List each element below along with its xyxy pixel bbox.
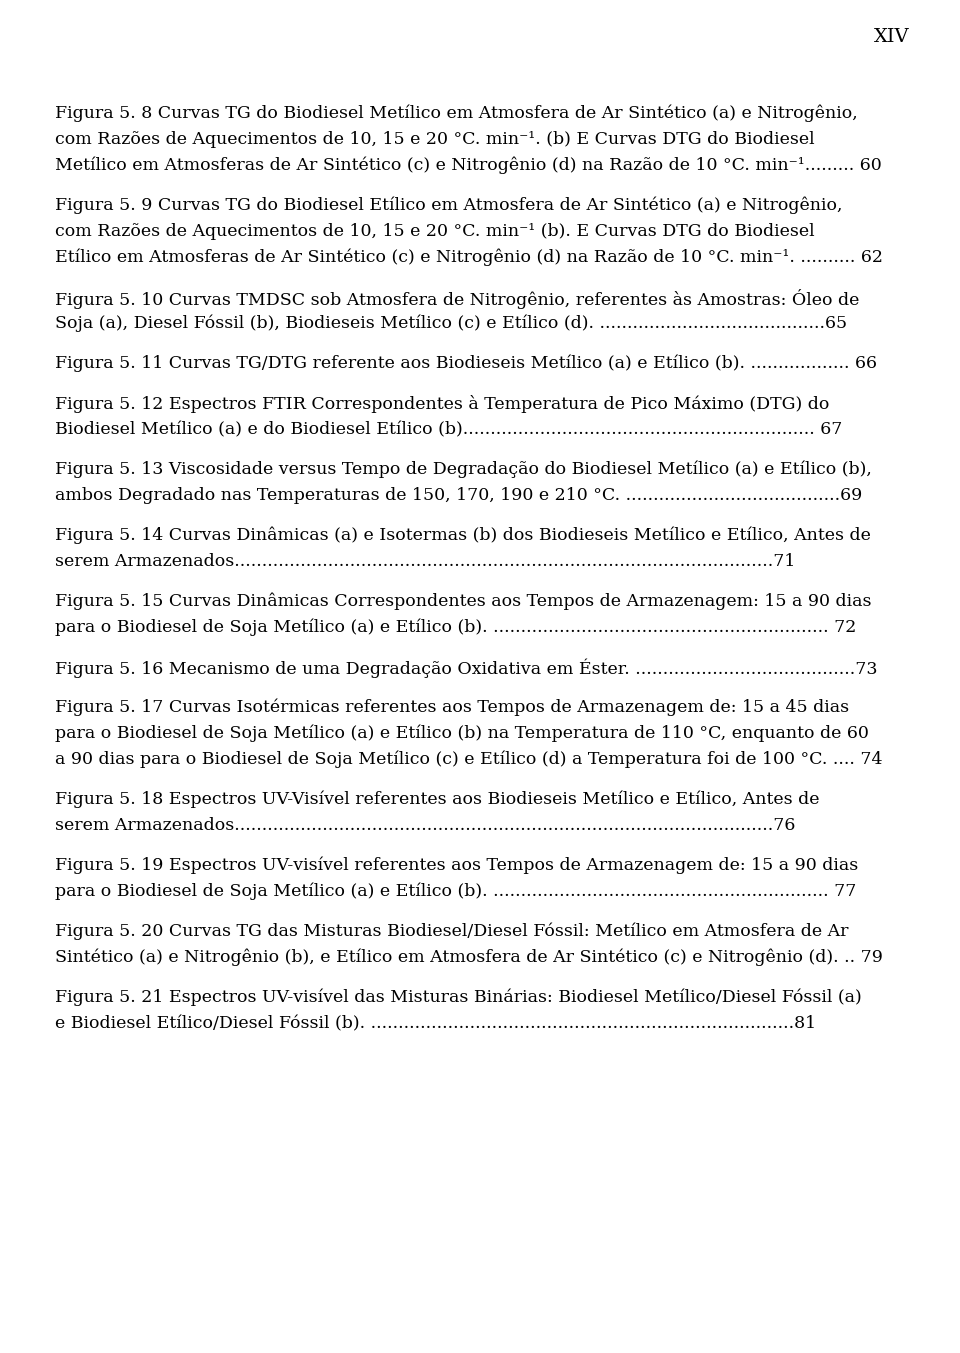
Text: serem Armazenados...............................................................: serem Armazenados.......................…: [55, 817, 796, 833]
Text: Figura 5. 16 Mecanismo de uma Degradação Oxidativa em Éster. ...................: Figura 5. 16 Mecanismo de uma Degradação…: [55, 659, 877, 678]
Text: Metílico em Atmosferas de Ar Sintético (c) e Nitrogênio (d) na Razão de 10 °C. m: Metílico em Atmosferas de Ar Sintético (…: [55, 157, 881, 175]
Text: Figura 5. 15 Curvas Dinâmicas Correspondentes aos Tempos de Armazenagem: 15 a 90: Figura 5. 15 Curvas Dinâmicas Correspond…: [55, 593, 872, 610]
Text: Sintético (a) e Nitrogênio (b), e Etílico em Atmosfera de Ar Sintético (c) e Nit: Sintético (a) e Nitrogênio (b), e Etílic…: [55, 948, 883, 966]
Text: ambos Degradado nas Temperaturas de 150, 170, 190 e 210 °C. ....................: ambos Degradado nas Temperaturas de 150,…: [55, 487, 862, 505]
Text: Figura 5. 18 Espectros UV-Visível referentes aos Biodieseis Metílico e Etílico, : Figura 5. 18 Espectros UV-Visível refere…: [55, 792, 820, 809]
Text: Figura 5. 11 Curvas TG/DTG referente aos Biodieseis Metílico (a) e Etílico (b). : Figura 5. 11 Curvas TG/DTG referente aos…: [55, 354, 877, 372]
Text: Figura 5. 19 Espectros UV-visível referentes aos Tempos de Armazenagem de: 15 a : Figura 5. 19 Espectros UV-visível refere…: [55, 856, 858, 874]
Text: a 90 dias para o Biodiesel de Soja Metílico (c) e Etílico (d) a Temperatura foi : a 90 dias para o Biodiesel de Soja Metíl…: [55, 751, 882, 769]
Text: e Biodiesel Etílico/Diesel Fóssil (b). .........................................: e Biodiesel Etílico/Diesel Fóssil (b). .…: [55, 1015, 816, 1032]
Text: com Razões de Aquecimentos de 10, 15 e 20 °C. min⁻¹ (b). E Curvas DTG do Biodies: com Razões de Aquecimentos de 10, 15 e 2…: [55, 223, 815, 239]
Text: Figura 5. 9 Curvas TG do Biodiesel Etílico em Atmosfera de Ar Sintético (a) e Ni: Figura 5. 9 Curvas TG do Biodiesel Etíli…: [55, 198, 843, 215]
Text: Figura 5. 14 Curvas Dinâmicas (a) e Isotermas (b) dos Biodieseis Metílico e Etíl: Figura 5. 14 Curvas Dinâmicas (a) e Isot…: [55, 528, 871, 544]
Text: Figura 5. 21 Espectros UV-visível das Misturas Binárias: Biodiesel Metílico/Dies: Figura 5. 21 Espectros UV-visível das Mi…: [55, 989, 862, 1007]
Text: XIV: XIV: [875, 28, 910, 46]
Text: para o Biodiesel de Soja Metílico (a) e Etílico (b). ...........................: para o Biodiesel de Soja Metílico (a) e …: [55, 884, 856, 901]
Text: para o Biodiesel de Soja Metílico (a) e Etílico (b). ...........................: para o Biodiesel de Soja Metílico (a) e …: [55, 620, 856, 636]
Text: Figura 5. 10 Curvas TMDSC sob Atmosfera de Nitrogênio, referentes às Amostras: Ó: Figura 5. 10 Curvas TMDSC sob Atmosfera …: [55, 290, 859, 308]
Text: Figura 5. 17 Curvas Isotérmicas referentes aos Tempos de Armazenagem de: 15 a 45: Figura 5. 17 Curvas Isotérmicas referent…: [55, 700, 850, 717]
Text: serem Armazenados...............................................................: serem Armazenados.......................…: [55, 553, 796, 570]
Text: Figura 5. 20 Curvas TG das Misturas Biodiesel/Diesel Fóssil: Metílico em Atmosfe: Figura 5. 20 Curvas TG das Misturas Biod…: [55, 923, 849, 940]
Text: Biodiesel Metílico (a) e do Biodiesel Etílico (b)...............................: Biodiesel Metílico (a) e do Biodiesel Et…: [55, 421, 842, 438]
Text: com Razões de Aquecimentos de 10, 15 e 20 °C. min⁻¹. (b) E Curvas DTG do Biodies: com Razões de Aquecimentos de 10, 15 e 2…: [55, 131, 815, 147]
Text: Figura 5. 8 Curvas TG do Biodiesel Metílico em Atmosfera de Ar Sintético (a) e N: Figura 5. 8 Curvas TG do Biodiesel Metíl…: [55, 106, 857, 123]
Text: Etílico em Atmosferas de Ar Sintético (c) e Nitrogênio (d) na Razão de 10 °C. mi: Etílico em Atmosferas de Ar Sintético (c…: [55, 249, 883, 267]
Text: Figura 5. 13 Viscosidade versus Tempo de Degradação do Biodiesel Metílico (a) e : Figura 5. 13 Viscosidade versus Tempo de…: [55, 461, 872, 479]
Text: para o Biodiesel de Soja Metílico (a) e Etílico (b) na Temperatura de 110 °C, en: para o Biodiesel de Soja Metílico (a) e …: [55, 725, 869, 743]
Text: Soja (a), Diesel Fóssil (b), Biodieseis Metílico (c) e Etílico (d). ............: Soja (a), Diesel Fóssil (b), Biodieseis …: [55, 315, 847, 333]
Text: Figura 5. 12 Espectros FTIR Correspondentes à Temperatura de Pico Máximo (DTG) d: Figura 5. 12 Espectros FTIR Corresponden…: [55, 395, 829, 413]
